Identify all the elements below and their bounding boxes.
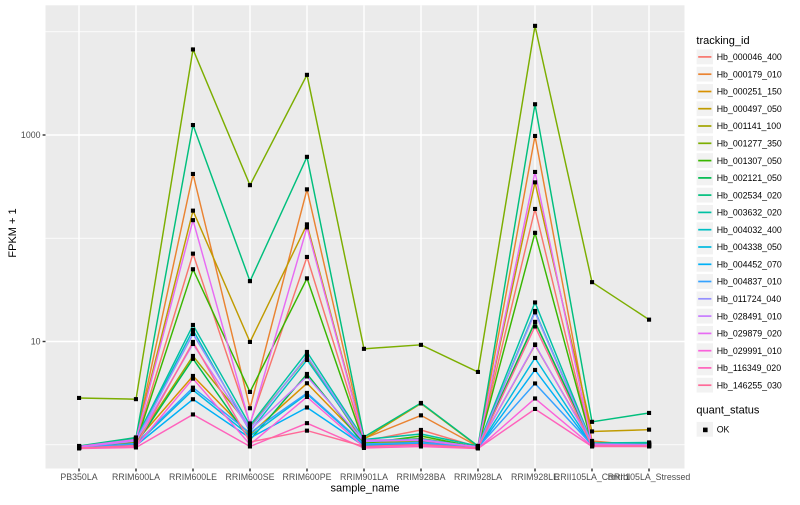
- svg-text:RRII105LA_Control: RRII105LA_Control: [554, 472, 630, 482]
- svg-text:Hb_000046_400: Hb_000046_400: [717, 52, 782, 62]
- svg-text:Hb_029991_010: Hb_029991_010: [717, 346, 782, 356]
- svg-text:Hb_002121_050: Hb_002121_050: [717, 173, 782, 183]
- svg-text:RRIM600PE: RRIM600PE: [283, 472, 332, 482]
- svg-text:PB350LA: PB350LA: [60, 472, 97, 482]
- svg-text:Hb_011724_040: Hb_011724_040: [717, 294, 782, 304]
- svg-text:Hb_001277_350: Hb_001277_350: [717, 139, 782, 149]
- svg-text:OK: OK: [717, 425, 730, 435]
- svg-text:Hb_028491_010: Hb_028491_010: [717, 311, 782, 321]
- svg-text:sample_name: sample_name: [330, 483, 399, 495]
- svg-text:Hb_004837_010: Hb_004837_010: [717, 277, 782, 287]
- svg-text:RRIM600SE: RRIM600SE: [226, 472, 275, 482]
- svg-text:quant_status: quant_status: [696, 405, 759, 417]
- svg-text:Hb_116349_020: Hb_116349_020: [717, 363, 782, 373]
- svg-text:Hb_146255_030: Hb_146255_030: [717, 380, 782, 390]
- svg-text:10: 10: [31, 337, 41, 347]
- svg-text:Hb_002534_020: Hb_002534_020: [717, 190, 782, 200]
- svg-text:Hb_003632_020: Hb_003632_020: [717, 208, 782, 218]
- svg-text:RRIM928BA: RRIM928BA: [397, 472, 446, 482]
- svg-text:Hb_029879_020: Hb_029879_020: [717, 329, 782, 339]
- svg-text:RRIM901LA: RRIM901LA: [340, 472, 388, 482]
- svg-text:RRIM600LE: RRIM600LE: [169, 472, 217, 482]
- svg-text:Hb_001307_050: Hb_001307_050: [717, 156, 782, 166]
- svg-text:Hb_004032_400: Hb_004032_400: [717, 225, 782, 235]
- svg-text:Hb_000497_050: Hb_000497_050: [717, 104, 782, 114]
- svg-text:RRIM928LE: RRIM928LE: [511, 472, 559, 482]
- svg-text:Hb_001141_100: Hb_001141_100: [717, 121, 782, 131]
- svg-text:Hb_000251_150: Hb_000251_150: [717, 87, 782, 97]
- svg-text:RRIM928LA: RRIM928LA: [454, 472, 502, 482]
- svg-text:RRIM600LA: RRIM600LA: [112, 472, 160, 482]
- svg-text:Hb_004452_070: Hb_004452_070: [717, 260, 782, 270]
- svg-text:Hb_000179_010: Hb_000179_010: [717, 69, 782, 79]
- svg-text:RRII105LA_Stressed: RRII105LA_Stressed: [608, 472, 691, 482]
- svg-text:Hb_004338_050: Hb_004338_050: [717, 242, 782, 252]
- svg-text:1000: 1000: [21, 130, 41, 140]
- svg-text:tracking_id: tracking_id: [696, 35, 749, 47]
- svg-text:FPKM + 1: FPKM + 1: [7, 208, 19, 257]
